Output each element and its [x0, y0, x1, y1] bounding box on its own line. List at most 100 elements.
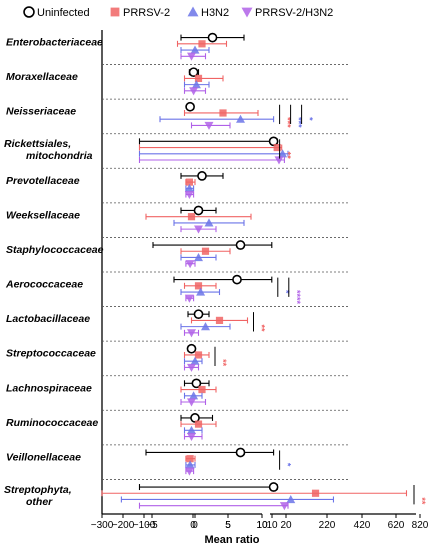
point-h3n2	[236, 114, 245, 123]
family-group-lachnospiraceae: Lachnospiraceae	[6, 375, 350, 407]
significance-label: ****	[292, 290, 302, 305]
significance-label: ***	[283, 117, 293, 128]
point-h3n2	[191, 80, 201, 89]
significance-label: ***	[294, 117, 304, 128]
family-label-line: Streptophyta,	[4, 484, 72, 496]
legend-label-uninfected: Uninfected	[37, 7, 90, 19]
point-h3n2	[185, 460, 195, 469]
point-prrsv2-h3n2	[184, 190, 194, 200]
x-tick-label: 5	[225, 520, 231, 531]
family-group-moraxellaceae: Moraxellaceae	[6, 64, 350, 96]
x-tick-label: −5	[146, 520, 158, 531]
point-prrsv2-h3n2	[187, 52, 196, 61]
family-group-neisseriaceae: Neisseriaceae*** *** *	[6, 98, 350, 130]
point-uninfected	[188, 67, 199, 78]
point-h3n2	[189, 391, 199, 400]
legend-marker-prrsv2-h3n2	[241, 7, 253, 18]
point-prrsv2	[198, 385, 206, 394]
significance-label: **	[283, 152, 293, 160]
point-prrsv2	[186, 455, 194, 463]
x-tick-label: 0	[190, 520, 196, 531]
point-h3n2	[194, 252, 203, 262]
significance-label: **	[257, 325, 267, 333]
family-label-enterobacteriaceae: Enterobacteriaceae	[6, 37, 103, 49]
point-uninfected	[268, 482, 279, 492]
legend-marker-uninfected	[23, 6, 35, 18]
point-prrsv2-h3n2	[279, 502, 289, 511]
point-prrsv2-h3n2	[185, 260, 195, 269]
point-uninfected	[235, 447, 246, 458]
family-label-ruminococcaceae: Ruminococcaceae	[6, 417, 98, 429]
point-h3n2	[201, 322, 210, 331]
legend-entry-uninfected: Uninfected	[23, 6, 90, 19]
significance-label: *	[305, 117, 315, 121]
family-group-streptococcaceae: Streptococcaceae **	[6, 340, 350, 372]
point-h3n2	[187, 425, 196, 434]
family-group-ruminococcaceae: Ruminococcaceae	[6, 409, 350, 442]
family-label-line: Rickettsiales,	[4, 138, 71, 150]
x-tick-label: 220	[319, 520, 336, 531]
x-tick-label: 620	[388, 520, 405, 531]
family-group-prevotellaceae: Prevotellaceae	[6, 167, 350, 200]
family-group-aerococcaceae: Aerococcaceae * ****	[5, 271, 350, 305]
legend-marker-prrsv2	[110, 7, 120, 17]
point-h3n2	[190, 45, 200, 54]
point-uninfected	[186, 343, 197, 354]
x-axis-title: Mean ratio	[204, 534, 259, 546]
point-prrsv2-h3n2	[194, 225, 203, 234]
family-label-streptophyta-other: Streptophyta, other	[4, 484, 72, 508]
legend-marker-h3n2	[187, 6, 199, 17]
significance-label: *	[283, 463, 293, 467]
x-tick-label: 20	[280, 520, 292, 531]
point-prrsv2	[194, 351, 203, 359]
x-tick-label: 0	[192, 520, 198, 531]
point-prrsv2	[201, 247, 210, 255]
point-prrsv2	[185, 178, 193, 186]
point-prrsv2-h3n2	[187, 329, 196, 338]
plot-area: Enterobacteriaceae Moraxellaceae Neisseria…	[4, 30, 427, 514]
point-prrsv2-h3n2	[274, 156, 284, 165]
family-label-moraxellaceae: Moraxellaceae	[6, 71, 78, 83]
point-uninfected	[197, 171, 207, 181]
legend-entry-prrsv2-h3n2: PRRSV-2/H3N2	[241, 7, 333, 19]
point-uninfected	[235, 240, 246, 250]
point-uninfected	[185, 101, 195, 112]
family-label-line: mitochondria	[26, 150, 93, 162]
legend-label-prrsv2: PRRSV-2	[123, 7, 170, 19]
point-prrsv2-h3n2	[187, 363, 196, 372]
point-uninfected	[232, 274, 242, 285]
family-label-veillonellaceae: Veillonellaceae	[6, 451, 81, 463]
x-tick-label: 420	[354, 520, 371, 531]
point-uninfected	[193, 309, 204, 320]
point-h3n2	[278, 149, 288, 158]
point-prrsv2-h3n2	[184, 294, 194, 303]
significance-label: **	[417, 497, 427, 505]
legend-entry-prrsv2: PRRSV-2	[110, 7, 170, 19]
point-uninfected	[191, 378, 202, 389]
family-group-streptophyta-other: Streptophyta, other **	[4, 479, 427, 511]
point-prrsv2	[273, 143, 281, 152]
family-group-rickettsiales-mitochondria: Rickettsiales, mitochondria **	[4, 133, 350, 165]
family-label-streptococcaceae: Streptococcaceae	[6, 348, 96, 360]
point-h3n2	[196, 287, 206, 296]
point-prrsv2-h3n2	[189, 87, 199, 96]
point-prrsv2	[187, 213, 196, 221]
family-label-weeksellaceae: Weeksellaceae	[6, 209, 80, 221]
point-h3n2	[204, 218, 214, 227]
x-tick-label: −100	[133, 520, 156, 531]
family-group-veillonellaceae: Veillonellaceae *	[6, 444, 350, 476]
point-h3n2	[184, 183, 194, 192]
point-prrsv2	[215, 316, 224, 324]
x-tick-label: 10	[266, 520, 278, 531]
x-tick-label: −200	[112, 520, 135, 531]
point-prrsv2-h3n2	[204, 121, 214, 130]
point-prrsv2	[198, 40, 206, 48]
significance-label: **	[218, 359, 228, 367]
x-tick-label: −300	[91, 520, 114, 531]
point-prrsv2	[194, 282, 203, 290]
point-prrsv2-h3n2	[187, 398, 196, 407]
legend: Uninfected PRRSV-2 H3N2 PRRSV-2/H3N2	[23, 6, 333, 19]
family-label-aerococcaceae: Aerococcaceae	[5, 279, 83, 291]
